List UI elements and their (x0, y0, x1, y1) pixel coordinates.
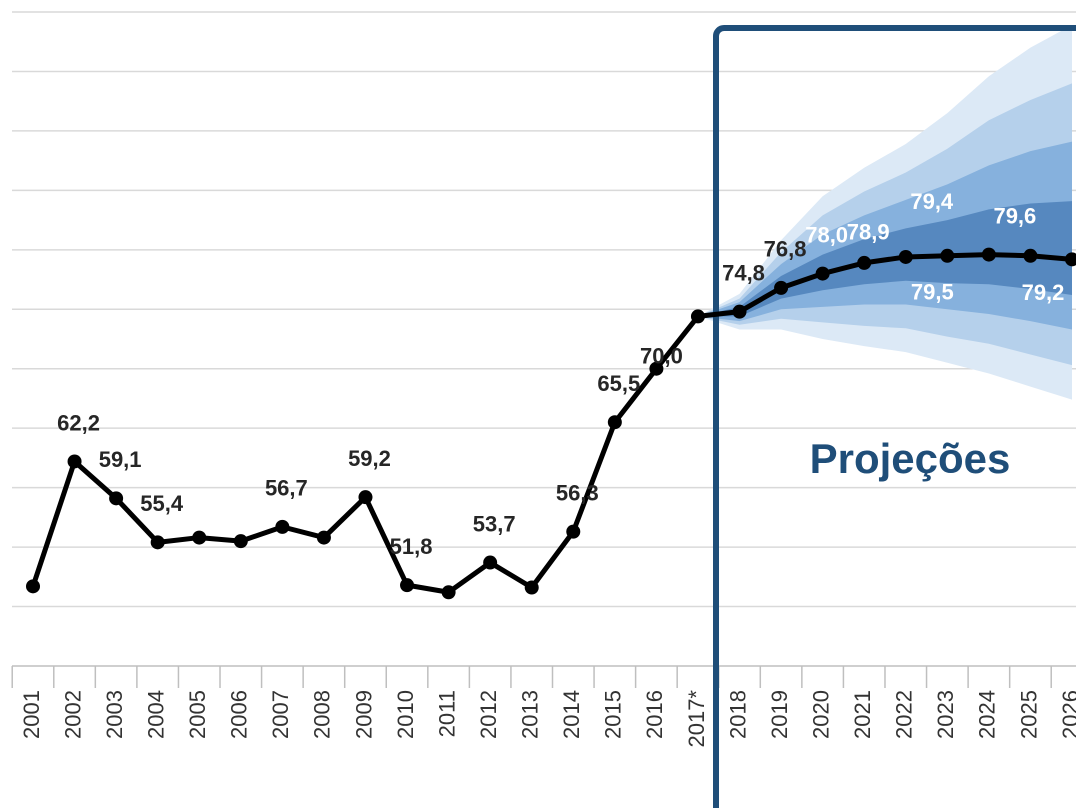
x-tick-label: 2003 (102, 690, 127, 739)
x-tick-label: 2002 (60, 690, 85, 739)
x-tick-label: 2010 (393, 690, 418, 739)
grid (12, 11, 1076, 608)
data-label: 59,2 (348, 446, 391, 471)
x-axis: 2001 2002 2003 2004 2005 2006 2007 2008 2009 2010… (11, 665, 1076, 748)
data-label: 76,8 (764, 237, 807, 262)
marker (732, 304, 747, 319)
marker (150, 535, 165, 550)
marker (275, 519, 290, 534)
data-label: 78,0 (805, 222, 848, 247)
data-label: 65,5 (597, 371, 640, 396)
x-tick-label: 2015 (601, 690, 626, 739)
marker (441, 585, 456, 600)
marker (690, 309, 705, 324)
marker (940, 248, 955, 263)
data-label: 79,4 (910, 189, 954, 214)
x-tick-label: 2009 (351, 690, 376, 739)
x-tick-label: 2008 (310, 690, 335, 739)
marker (524, 580, 539, 595)
marker (1065, 252, 1076, 267)
marker (192, 530, 207, 545)
x-tick-label: 2012 (476, 690, 501, 739)
x-tick-label: 2019 (767, 690, 792, 739)
x-tick-label: 2025 (1016, 690, 1041, 739)
x-tick-label: 2004 (143, 690, 168, 739)
data-label: 56,3 (556, 480, 599, 505)
marker (566, 524, 581, 539)
marker (649, 361, 664, 376)
x-tick-label: 2022 (892, 690, 917, 739)
data-label: 62,2 (57, 410, 100, 435)
marker (815, 266, 830, 281)
data-label: 59,1 (99, 447, 142, 472)
data-label: 55,4 (140, 491, 184, 516)
marker (1023, 248, 1038, 263)
data-label: 74,8 (722, 260, 765, 285)
fan (697, 25, 1072, 400)
marker (607, 415, 622, 430)
data-label: 79,5 (911, 280, 954, 305)
marker (358, 490, 373, 505)
x-tick-label: 2001 (19, 690, 44, 739)
marker (774, 280, 789, 295)
series (26, 247, 1076, 600)
x-tick-label: 2007 (268, 690, 293, 739)
data-label: 79,2 (1022, 280, 1065, 305)
marker (67, 454, 82, 469)
x-tick-label: 2021 (850, 690, 875, 739)
marker (233, 534, 248, 549)
marker (981, 247, 996, 262)
x-tick-label: 2020 (808, 690, 833, 739)
x-tick-label: 2024 (975, 690, 1000, 739)
marker (898, 249, 913, 264)
x-tick-label: 2011 (434, 690, 459, 737)
x-tick-label: 2016 (642, 690, 667, 739)
data-label: 78,9 (847, 220, 890, 245)
annotation: Projeções (810, 435, 1011, 482)
data-label: 56,7 (265, 476, 308, 501)
data-label: 70,0 (640, 344, 683, 369)
marker (857, 255, 872, 270)
data-label: 79,6 (993, 203, 1036, 228)
marker (483, 555, 498, 570)
x-tick-label: 2026 (1058, 690, 1076, 739)
marker (109, 491, 124, 506)
x-tick-label: 2014 (559, 690, 584, 739)
x-tick-label: 2005 (185, 690, 210, 739)
marker (26, 579, 40, 594)
projection-box (713, 25, 1076, 808)
x-tick-label: 2017* (684, 690, 709, 748)
x-tick-label: 2018 (725, 690, 750, 739)
x-tick-label: 2023 (933, 690, 958, 739)
marker (400, 578, 415, 593)
x-tick-label: 2006 (227, 690, 252, 739)
data-label: 51,8 (390, 534, 433, 559)
x-tick-label: 2013 (518, 690, 543, 739)
value-labels: 62,2 59,1 55,4 56,7 59,2 51,8 53,7 56,3 65,570,0… (57, 189, 1064, 559)
data-label: 53,7 (473, 511, 516, 536)
marker (316, 530, 331, 545)
